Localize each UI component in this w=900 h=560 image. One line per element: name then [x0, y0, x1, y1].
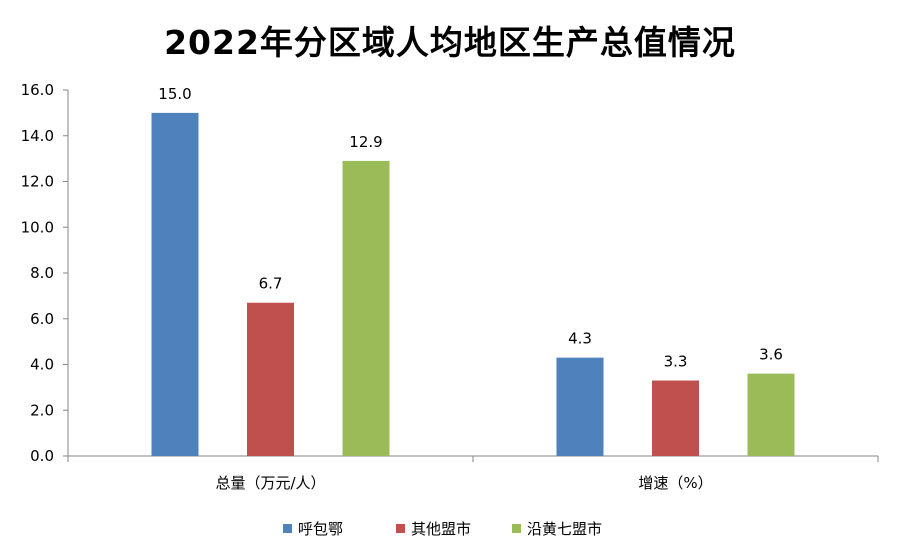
data-label: 6.7 [259, 275, 283, 293]
y-tick-label: 4.0 [30, 356, 54, 374]
y-tick-label: 16.0 [21, 81, 54, 99]
bars [151, 112, 795, 456]
bar [342, 160, 390, 456]
y-tick-label: 12.0 [21, 173, 54, 191]
y-tick-label: 2.0 [30, 401, 54, 419]
y-tick-label: 0.0 [30, 447, 54, 465]
data-labels: 15.0 6.7 12.9 4.3 3.3 3.6 [158, 85, 783, 371]
y-tick-label: 6.0 [30, 310, 54, 328]
chart-title: 2022年分区域人均地区生产总值情况 [164, 23, 736, 62]
bar [652, 380, 699, 456]
bar [747, 373, 795, 456]
bar [247, 302, 294, 456]
bar [151, 112, 199, 456]
legend-label: 其他盟市 [411, 520, 471, 538]
data-label: 3.6 [759, 346, 783, 364]
y-tick-label: 8.0 [30, 264, 54, 282]
bar [556, 357, 604, 456]
data-label: 12.9 [349, 133, 382, 151]
legend-label: 沿黄七盟市 [527, 520, 602, 538]
legend: 呼包鄂 其他盟市 沿黄七盟市 [283, 520, 602, 538]
x-category-label: 增速（%） [638, 474, 712, 492]
y-tick-label: 10.0 [21, 218, 54, 236]
data-label: 3.3 [664, 353, 688, 371]
legend-swatch [396, 524, 405, 533]
legend-swatch [512, 524, 521, 533]
axes: 0.0 2.0 4.0 6.0 8.0 10.0 12.0 14.0 16.0 总量（万元/人） 增… [21, 81, 879, 492]
data-label: 15.0 [158, 85, 191, 103]
data-label: 4.3 [568, 330, 592, 348]
legend-label: 呼包鄂 [298, 520, 343, 538]
x-category-label: 总量（万元/人） [215, 474, 325, 492]
legend-swatch [283, 524, 292, 533]
y-tick-label: 14.0 [21, 127, 54, 145]
